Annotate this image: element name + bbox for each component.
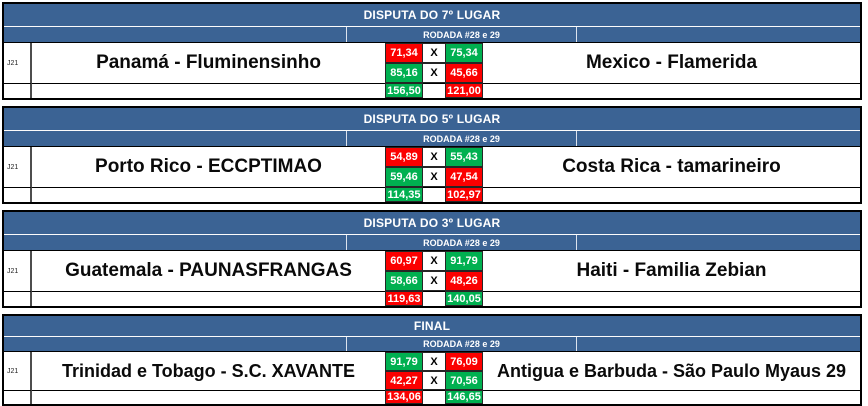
home-total-score: 119,63 [385, 291, 423, 306]
home-score-leg2: 85,16 [385, 63, 423, 83]
round-header-right [577, 27, 860, 42]
away-total-score: 140,05 [445, 291, 483, 306]
home-total-score: 134,06 [385, 390, 423, 404]
away-score-leg2: 70,56 [445, 371, 483, 390]
home-team-name: Panamá - Fluminensinho [96, 52, 321, 73]
versus-x-leg1: X [423, 147, 445, 167]
game-id-cell: J21 [4, 251, 32, 291]
totals-row-spacer [483, 390, 860, 404]
round-label: RODADA #28 e 29 [347, 27, 577, 42]
match-7th-place: DISPUTA DO 7º LUGAR RODADA #28 e 29 J21 … [2, 2, 862, 100]
home-total-score: 114,35 [385, 187, 423, 202]
away-total-score: 102,97 [445, 187, 483, 202]
round-label: RODADA #28 e 29 [347, 131, 577, 146]
totals-row-spacer [32, 390, 385, 404]
round-header-left [4, 337, 347, 351]
home-total-score: 156,50 [385, 83, 423, 98]
home-score-leg1: 71,34 [385, 43, 423, 63]
versus-x-leg2: X [423, 371, 445, 390]
versus-x-leg2: X [423, 63, 445, 83]
match-final: FINAL RODADA #28 e 29 J21 Trinidad e Tob… [2, 314, 862, 406]
score-grid: J21 Porto Rico - ECCPTIMAO 54,89 X 55,43… [4, 147, 860, 202]
totals-row-spacer [4, 187, 32, 202]
round-header-left [4, 27, 347, 42]
game-id-cell: J21 [4, 43, 32, 83]
score-grid: J21 Guatemala - PAUNASFRANGAS 60,97 X 91… [4, 251, 860, 306]
totals-row-spacer [483, 83, 860, 98]
away-score-leg2: 48,26 [445, 271, 483, 291]
home-team-name: Guatemala - PAUNASFRANGAS [65, 260, 352, 281]
away-score-leg1: 75,34 [445, 43, 483, 63]
round-header-right [577, 131, 860, 146]
away-team-name: Mexico - Flamerida [585, 52, 758, 73]
round-header-left [4, 131, 347, 146]
versus-x-leg1: X [423, 251, 445, 271]
away-score-leg1: 91,79 [445, 251, 483, 271]
totals-row-spacer [32, 291, 385, 306]
score-grid: J21 Panamá - Fluminensinho 71,34 X 75,34… [4, 43, 860, 98]
away-total-score: 146,65 [445, 390, 483, 404]
score-grid: J21 Trinidad e Tobago - S.C. XAVANTE 91,… [4, 352, 860, 404]
round-label: RODADA #28 e 29 [347, 235, 577, 250]
match-5th-place: DISPUTA DO 5º LUGAR RODADA #28 e 29 J21 … [2, 106, 862, 204]
totals-row-spacer [4, 291, 32, 306]
home-score-leg2: 58,66 [385, 271, 423, 291]
home-score-leg2: 42,27 [385, 371, 423, 390]
home-team-name: Porto Rico - ECCPTIMAO [95, 156, 322, 177]
away-score-leg1: 55,43 [445, 147, 483, 167]
versus-x-leg1: X [423, 352, 445, 371]
game-id-cell: J21 [4, 147, 32, 187]
totals-row-spacer [32, 187, 385, 202]
match-title: FINAL [4, 316, 860, 337]
away-score-leg2: 47,54 [445, 167, 483, 187]
versus-x-leg1: X [423, 43, 445, 63]
round-header: RODADA #28 e 29 [4, 27, 860, 43]
totals-row-spacer [32, 83, 385, 98]
round-label: RODADA #28 e 29 [347, 337, 577, 351]
totals-row-spacer [423, 187, 445, 202]
round-header: RODADA #28 e 29 [4, 235, 860, 251]
away-team-name: Costa Rica - tamarineiro [562, 156, 781, 177]
home-score-leg1: 60,97 [385, 251, 423, 271]
away-team-name: Antigua e Barbuda - São Paulo Myaus 29 [496, 360, 847, 381]
away-score-leg1: 76,09 [445, 352, 483, 371]
round-header: RODADA #28 e 29 [4, 337, 860, 352]
away-team-name: Haiti - Familia Zebian [576, 260, 767, 281]
game-id-cell: J21 [4, 352, 32, 390]
totals-row-spacer [423, 390, 445, 404]
totals-row-spacer [4, 83, 32, 98]
totals-row-spacer [423, 83, 445, 98]
home-team-name: Trinidad e Tobago - S.C. XAVANTE [61, 360, 355, 381]
away-score-leg2: 45,66 [445, 63, 483, 83]
versus-x-leg2: X [423, 167, 445, 187]
home-score-leg2: 59,46 [385, 167, 423, 187]
round-header: RODADA #28 e 29 [4, 131, 860, 147]
round-header-right [577, 337, 860, 351]
away-total-score: 121,00 [445, 83, 483, 98]
round-header-right [577, 235, 860, 250]
totals-row-spacer [423, 291, 445, 306]
match-3rd-place: DISPUTA DO 3º LUGAR RODADA #28 e 29 J21 … [2, 210, 862, 308]
match-title: DISPUTA DO 5º LUGAR [4, 108, 860, 131]
home-score-leg1: 91,79 [385, 352, 423, 371]
match-title: DISPUTA DO 7º LUGAR [4, 4, 860, 27]
totals-row-spacer [483, 291, 860, 306]
match-title: DISPUTA DO 3º LUGAR [4, 212, 860, 235]
round-header-left [4, 235, 347, 250]
totals-row-spacer [483, 187, 860, 202]
versus-x-leg2: X [423, 271, 445, 291]
totals-row-spacer [4, 390, 32, 404]
home-score-leg1: 54,89 [385, 147, 423, 167]
